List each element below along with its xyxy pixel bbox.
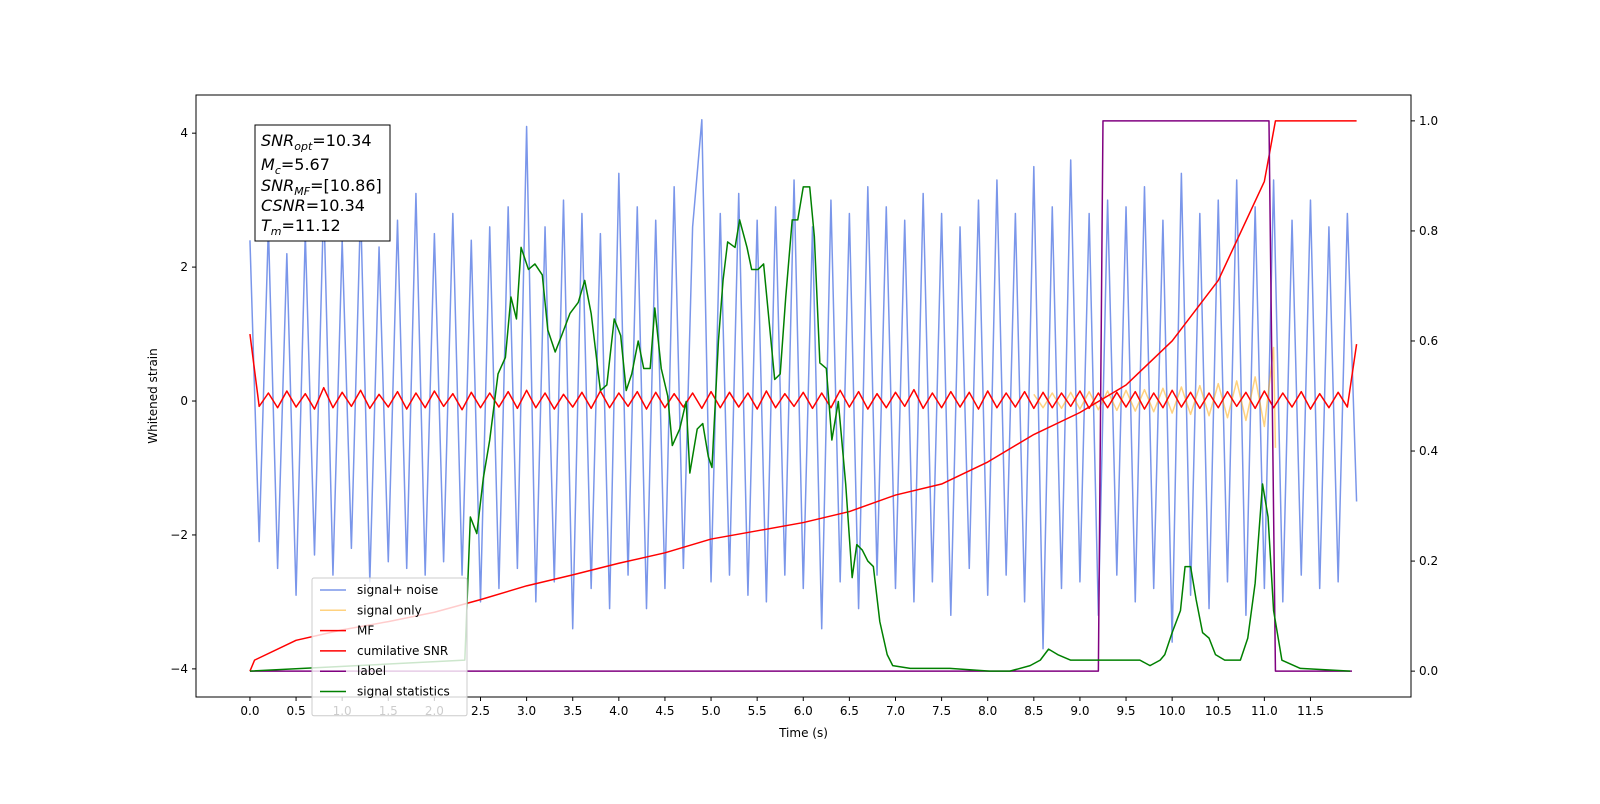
annotation-symbol: SNR [261,176,294,195]
annotation-subscript: opt [294,140,313,153]
x-tick-label: 10.0 [1159,704,1186,718]
x-tick-label: 0.5 [287,704,306,718]
annotation-box: SNRopt=10.34Mc=5.67SNRMF=[10.86]CSNR=10.… [254,124,391,242]
x-tick-label: 7.5 [932,704,951,718]
legend-label: signal+ noise [357,583,438,597]
x-tick-label: 0.0 [240,704,259,718]
annotation: Tm=11.12 [261,216,341,238]
annotation-text: =11.12 [282,216,341,235]
x-tick-label: 2.5 [471,704,490,718]
x-tick-label: 6.0 [794,704,813,718]
annotation-symbol: CSNR [261,196,306,215]
series-line [249,333,1358,411]
x-tick-label: 6.5 [840,704,859,718]
y2-tick-label: 0.8 [1419,224,1438,238]
annotation: Mc=5.67 [261,155,330,177]
legend-label: label [357,664,386,678]
y-tick-label: 4 [180,126,188,140]
annotation-text: =10.34 [312,131,371,150]
x-tick-label: 9.5 [1116,704,1135,718]
x-tick-label: 4.5 [655,704,674,718]
legend-label: MF [357,624,374,638]
plot-frame [195,94,1412,698]
series-line [249,119,1358,650]
annotation-text: =[10.86] [310,176,382,195]
y2-tick-label: 0.6 [1419,334,1438,348]
series-line [249,186,1351,672]
annotation: CSNR=10.34 [261,196,365,215]
legend-label: cumilative SNR [357,644,448,658]
annotation-subscript: c [275,164,281,177]
annotation-symbol: SNR [261,131,294,150]
x-tick-label: 11.5 [1297,704,1324,718]
legend-frame [311,577,468,717]
x-tick-label: 5.0 [702,704,721,718]
y2-tick-label: 0.2 [1419,554,1438,568]
annotation: SNRMF=[10.86] [261,176,382,198]
y-tick-label: −2 [170,528,188,542]
annotation-subscript: MF [294,185,310,198]
series-line [249,120,1352,672]
y-tick-label: 0 [180,394,188,408]
x-tick-label: 9.0 [1070,704,1089,718]
annotation-symbol: M [261,155,275,174]
y2-tick-label: 1.0 [1419,114,1438,128]
x-tick-label: 8.5 [1024,704,1043,718]
y2-tick-label: 0.4 [1419,444,1438,458]
x-tick-label: 5.5 [748,704,767,718]
x-tick-label: 3.5 [563,704,582,718]
annotation-frame [254,124,391,242]
legend-label: signal only [357,603,422,617]
y-axis-label: Whitened strain [146,348,160,444]
annotation-subscript: m [271,225,282,238]
x-tick-label: 3.0 [517,704,536,718]
annotation-text: =10.34 [306,196,365,215]
annotation-symbol: T [261,216,272,235]
x-tick-label: 10.5 [1205,704,1232,718]
annotation: SNRopt=10.34 [261,131,372,153]
x-tick-label: 8.0 [978,704,997,718]
y2-tick-label: 0.0 [1419,664,1438,678]
x-tick-label: 7.0 [886,704,905,718]
x-tick-label: 4.0 [609,704,628,718]
x-tick-label: 11.0 [1251,704,1278,718]
annotation-text: =5.67 [281,155,330,174]
y-tick-label: −4 [170,662,188,676]
legend-label: signal statistics [357,685,450,699]
x-axis-label: Time (s) [778,726,828,740]
legend: signal+ noise signal only MF cumilative SNR… [311,577,468,717]
y-tick-label: 2 [180,260,188,274]
